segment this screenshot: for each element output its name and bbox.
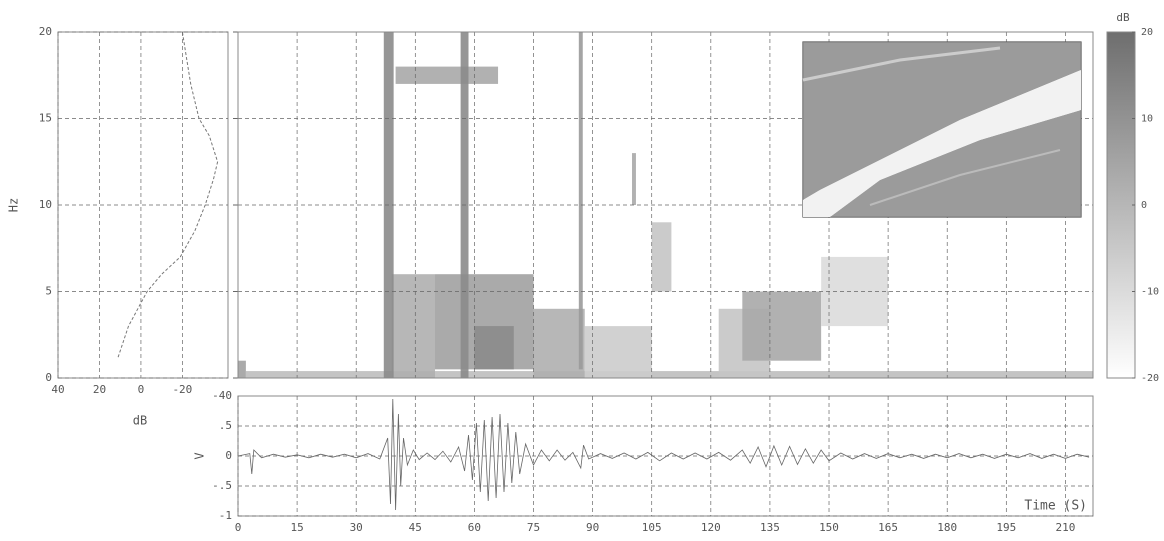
x-tick-label: 180 — [937, 521, 957, 534]
y-tick-label: 5 — [45, 285, 52, 298]
corner-label: -40 — [212, 389, 232, 402]
panel-frame — [237, 31, 1094, 379]
x-tick-label: 165 — [878, 521, 898, 534]
x-tick-label: 120 — [701, 521, 721, 534]
x-tick-label: 150 — [819, 521, 839, 534]
spectrogram-cell — [533, 308, 585, 378]
y-tick-label: 10 — [39, 198, 52, 211]
y-tick-label: 20 — [39, 25, 52, 38]
x-tick-label: 195 — [996, 521, 1016, 534]
spectrogram-cell — [245, 371, 1093, 378]
spectrogram-cell — [584, 326, 652, 378]
y-tick-label: 0 — [225, 449, 232, 462]
colorbar-tick-label: 0 — [1141, 200, 1147, 211]
spectrogram-cell — [395, 66, 499, 84]
x-tick-label: 60 — [468, 521, 481, 534]
x-tick-label: 40 — [51, 383, 64, 396]
x-axis-label: Time (S) — [1024, 499, 1087, 514]
colorbar-tick-label: 10 — [1141, 114, 1153, 125]
colorbar-tick-label: -20 — [1141, 373, 1159, 384]
colorbar-tick-label: -10 — [1141, 287, 1159, 298]
spectrogram-cell — [578, 32, 583, 370]
y-axis-label: Hz — [7, 198, 21, 212]
x-tick-label: 15 — [290, 521, 303, 534]
y-axis-label: V — [193, 452, 207, 459]
x-tick-label: 135 — [760, 521, 780, 534]
x-tick-label: 30 — [350, 521, 363, 534]
spectrogram-cell — [742, 291, 822, 361]
inset-image — [802, 41, 1082, 218]
y-tick-label: .5 — [219, 419, 232, 432]
y-tick-label: -1 — [219, 509, 232, 522]
x-tick-label: 20 — [93, 383, 106, 396]
x-tick-label: 90 — [586, 521, 599, 534]
x-tick-label: 210 — [1055, 521, 1075, 534]
y-tick-label: 15 — [39, 112, 52, 125]
x-tick-label: 0 — [138, 383, 145, 396]
colorbar-label: dB — [1116, 11, 1130, 24]
y-tick-label: 0 — [45, 371, 52, 384]
x-tick-label: -20 — [172, 383, 192, 396]
x-tick-label: 0 — [235, 521, 242, 534]
spectrogram-cell — [391, 274, 436, 378]
data-line — [237, 398, 1090, 511]
x-tick-label: 45 — [409, 521, 422, 534]
x-tick-label: 105 — [642, 521, 662, 534]
colorbar — [1106, 31, 1136, 379]
spectrogram-cell — [632, 153, 636, 205]
colorbar-tick-label: 20 — [1141, 27, 1153, 38]
spectrogram-cell — [238, 360, 246, 378]
spectrogram-cell — [474, 326, 514, 370]
data-line — [117, 31, 219, 358]
x-tick-label: 75 — [527, 521, 540, 534]
spectrogram-cell — [651, 222, 672, 292]
x-axis-label: dB — [133, 414, 147, 428]
y-tick-label: -.5 — [212, 479, 232, 492]
